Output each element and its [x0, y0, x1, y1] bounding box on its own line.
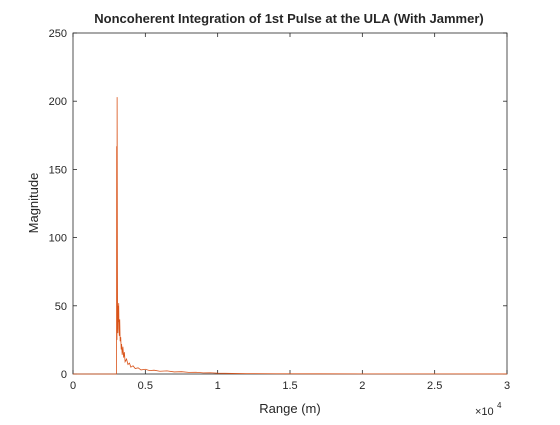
- x-tick-label: 0: [70, 380, 76, 392]
- x-tick-label: 1: [215, 380, 221, 392]
- chart-title: Noncoherent Integration of 1st Pulse at …: [94, 11, 483, 26]
- x-tick-label: 2.5: [427, 380, 442, 392]
- y-tick-label: 100: [49, 233, 67, 245]
- y-tick-label: 150: [49, 164, 67, 176]
- x-tick-label: 3: [504, 380, 510, 392]
- x-tick-label: 0.5: [138, 380, 153, 392]
- series-layer: [73, 97, 508, 375]
- y-axis-ticks: 0 50 100 150 200 250: [49, 28, 507, 381]
- x-exponent-label: ×10 4: [475, 401, 502, 418]
- plot-area: [72, 32, 508, 375]
- y-tick-label: 0: [61, 369, 67, 381]
- x-axis-ticks: 0 0.5 1 1.5 2 2.5 3: [70, 33, 510, 392]
- x-tick-label: 1.5: [282, 380, 297, 392]
- y-tick-label: 200: [49, 96, 67, 108]
- y-tick-label: 250: [49, 28, 67, 40]
- y-axis-label: Magnitude: [26, 173, 41, 234]
- x-tick-label: 2: [359, 380, 365, 392]
- y-tick-label: 50: [55, 301, 67, 313]
- x-exponent-base: ×10: [475, 406, 494, 418]
- x-axis-label: Range (m): [259, 401, 320, 416]
- series-line: [73, 97, 508, 375]
- x-exponent-power: 4: [497, 401, 502, 410]
